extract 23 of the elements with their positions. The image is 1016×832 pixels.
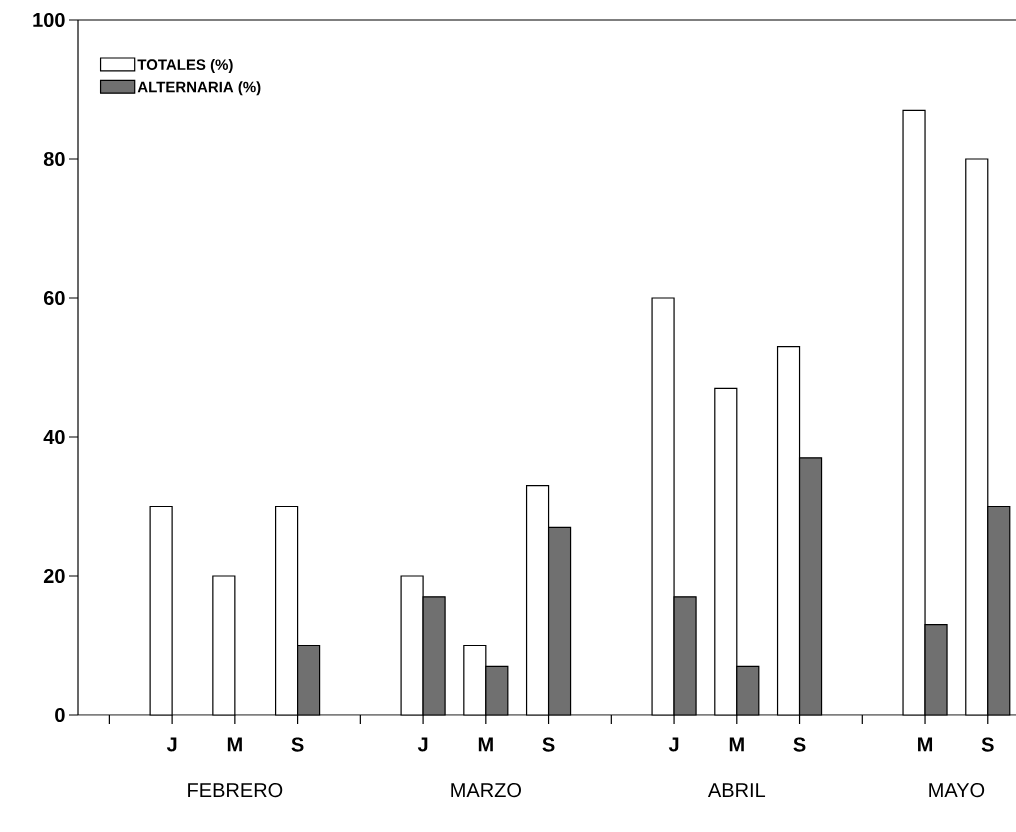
legend-label: ALTERNARIA (%) bbox=[137, 81, 261, 96]
x-tick-label: M bbox=[729, 737, 744, 752]
y-tick-label: 80 bbox=[43, 151, 65, 167]
x-tick-label: S bbox=[542, 737, 555, 752]
x-tick-label: J bbox=[166, 737, 177, 752]
text: ABRIL bbox=[707, 783, 766, 797]
y-tick-label: 0 bbox=[55, 707, 65, 723]
x-tick-label: J bbox=[668, 737, 679, 752]
text: FEBRERO bbox=[188, 783, 283, 798]
y-tick-label: 100 bbox=[33, 12, 65, 28]
x-tick-label: M bbox=[227, 737, 242, 752]
text: MAYO bbox=[929, 783, 985, 798]
x-tick-label: M bbox=[478, 737, 493, 752]
legend-label: TOTALES (%) bbox=[137, 58, 233, 73]
y-tick-label: 40 bbox=[43, 429, 65, 445]
x-tick-label: S bbox=[981, 737, 994, 752]
y-tick-label: 20 bbox=[43, 568, 65, 584]
text: MARZO bbox=[451, 783, 521, 798]
x-tick-label: J bbox=[417, 737, 428, 752]
y-tick-label: 60 bbox=[43, 290, 65, 306]
x-tick-label: S bbox=[291, 737, 304, 752]
x-tick-label: M bbox=[918, 737, 933, 752]
x-tick-label: S bbox=[793, 737, 806, 752]
